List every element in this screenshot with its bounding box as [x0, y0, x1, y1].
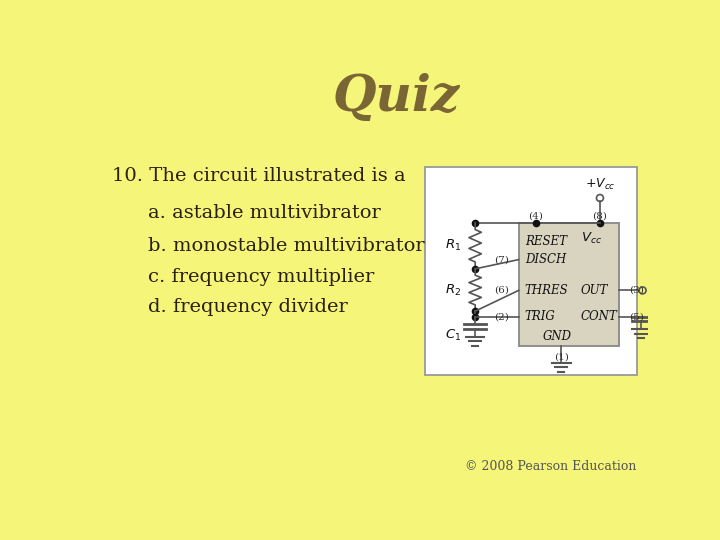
Text: Quiz: Quiz [333, 73, 460, 122]
Text: (4): (4) [528, 211, 543, 220]
Text: $R_1$: $R_1$ [446, 238, 462, 253]
Bar [518, 222, 619, 346]
Text: THRES: THRES [525, 284, 568, 297]
Bar [425, 167, 637, 375]
Text: d. frequency divider: d. frequency divider [148, 298, 348, 316]
Text: $V_{cc}$: $V_{cc}$ [580, 231, 602, 246]
Text: $C_1$: $C_1$ [446, 328, 462, 343]
Text: $R_2$: $R_2$ [446, 282, 462, 298]
Text: CONT: CONT [580, 310, 617, 323]
Text: (8): (8) [593, 211, 608, 220]
Text: RESET: RESET [525, 235, 567, 248]
Text: GND: GND [543, 330, 572, 343]
Text: © 2008 Pearson Education: © 2008 Pearson Education [465, 460, 636, 473]
Text: a. astable multivibrator: a. astable multivibrator [148, 205, 381, 222]
Text: $+V_{cc}$: $+V_{cc}$ [585, 177, 615, 192]
Text: (6): (6) [494, 286, 509, 295]
Text: b. monostable multivibrator: b. monostable multivibrator [148, 237, 425, 255]
Text: (7): (7) [494, 255, 509, 264]
Text: (1): (1) [554, 353, 569, 362]
Text: (2): (2) [494, 312, 509, 321]
Text: (3): (3) [629, 286, 644, 295]
Text: OUT: OUT [580, 284, 608, 297]
Text: TRIG: TRIG [525, 310, 556, 323]
Text: (5): (5) [629, 312, 644, 321]
Text: DISCH: DISCH [525, 253, 566, 266]
Text: c. frequency multiplier: c. frequency multiplier [148, 267, 374, 286]
Text: 10. The circuit illustrated is a: 10. The circuit illustrated is a [112, 167, 405, 185]
